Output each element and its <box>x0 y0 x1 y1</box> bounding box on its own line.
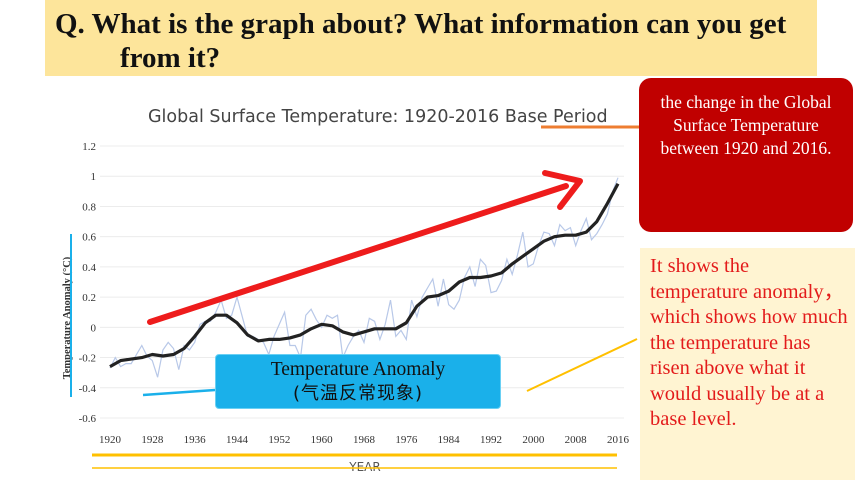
red-callout-text: the change in the Global Surface Tempera… <box>660 92 832 158</box>
x-tick-label: 1992 <box>480 434 502 446</box>
yellow-callout-box: It shows the temperature anomaly， which … <box>640 248 855 480</box>
x-tick-label: 1968 <box>353 434 376 446</box>
x-tick-label: 2008 <box>565 434 588 446</box>
anomaly-connector-line <box>526 338 638 392</box>
y-tick-label: 0 <box>91 322 97 334</box>
y-tick-label: 1 <box>91 171 97 183</box>
yellow-callout-text: It shows the temperature anomaly， which … <box>650 255 848 430</box>
blue-connector-line <box>142 388 216 397</box>
x-tick-label: 1960 <box>311 434 334 446</box>
question-heading: Q. What is the graph about? What informa… <box>55 7 795 75</box>
y-tick-label: -0.6 <box>79 413 97 425</box>
y-tick-label: 0.8 <box>82 201 96 213</box>
x-tick-label: 2000 <box>522 434 545 446</box>
y-tick-label: 0.6 <box>82 232 96 244</box>
x-tick-label: 1944 <box>226 434 249 446</box>
y-axis-label: Temperature Anomaly (°C) <box>62 256 73 379</box>
question-line-1: Q. What is the graph about? What informa… <box>55 8 787 40</box>
annotation-marks <box>70 125 639 469</box>
gridlines <box>100 145 624 419</box>
anomaly-label-english: Temperature Anomaly <box>270 359 446 380</box>
question-banner <box>45 0 817 76</box>
smoothed-trend-line <box>109 183 620 368</box>
x-tick-label: 1984 <box>438 434 461 446</box>
y-tick-label: -0.4 <box>79 383 97 395</box>
temperature-anomaly-label: Temperature Anomaly (气温反常现象) <box>215 354 501 409</box>
chart-title: Global Surface Temperature: 1920-2016 Ba… <box>148 107 608 127</box>
x-tick-label: 1920 <box>99 434 122 446</box>
y-tick-label: -0.2 <box>79 353 96 365</box>
trend-arrow-shaft <box>147 183 569 325</box>
anomaly-label-chinese: (气温反常现象) <box>292 383 424 404</box>
x-tick-label: 1928 <box>141 434 164 446</box>
x-tick-label: 1936 <box>184 434 207 446</box>
data-series <box>109 177 620 378</box>
x-tick-label: 1952 <box>268 434 290 446</box>
question-line-2: from it? <box>120 42 221 74</box>
x-tick-labels: 1920 1928 1936 1944 1952 1960 1968 1976 1984 1992… <box>99 434 630 446</box>
y-tick-label: 0.2 <box>82 292 96 304</box>
y-tick-labels: 1.2 1 0.8 0.6 0.4 0.2 0 -0.2 -0.4 -0.6 <box>79 141 97 425</box>
y-tick-label: 0.4 <box>82 262 96 274</box>
trend-arrow-head-icon <box>542 170 583 210</box>
red-callout-box: the change in the Global Surface Tempera… <box>639 78 853 232</box>
x-tick-label: 2016 <box>607 434 630 446</box>
x-tick-label: 1976 <box>395 434 418 446</box>
y-tick-label: 1.2 <box>82 141 96 153</box>
x-axis-label: YEAR <box>348 460 380 474</box>
raw-annual-line <box>109 177 619 378</box>
